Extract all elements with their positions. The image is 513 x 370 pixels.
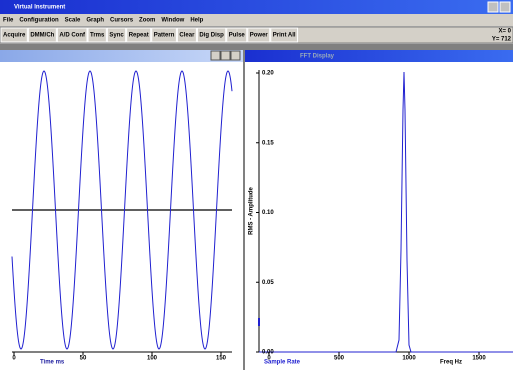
toolbar-button[interactable] <box>106 27 127 43</box>
menu-item[interactable]: File <box>3 18 14 24</box>
toolbar-button[interactable] <box>126 27 152 43</box>
x-tick-label: 1000 <box>402 356 416 362</box>
divider <box>243 50 245 370</box>
toolbar-label[interactable]: Power <box>250 33 269 39</box>
toolbar-label[interactable]: Pattern <box>154 33 175 39</box>
x-label: Freq Hz <box>440 360 462 366</box>
menu-item[interactable]: Cursors <box>110 18 134 24</box>
toolbar-label[interactable]: Repeat <box>129 33 149 39</box>
toolbar-button[interactable] <box>247 27 271 43</box>
menu-item[interactable]: Configuration <box>19 18 59 24</box>
x-tick-label: 0 <box>267 356 271 362</box>
menu-bar <box>0 14 513 26</box>
x-tick-label: 500 <box>334 356 345 362</box>
app-titlebar <box>0 0 513 14</box>
menu-item[interactable]: Zoom <box>139 18 155 24</box>
x-tick-label: 100 <box>147 356 158 362</box>
toolbar-label[interactable]: A/D Conf <box>59 33 86 39</box>
readout-y: Y= 712 <box>492 37 512 43</box>
max-button[interactable] <box>220 50 231 61</box>
toolbar-button[interactable] <box>176 27 197 43</box>
toolbar-label[interactable]: DMM/Ch <box>30 33 54 39</box>
close-button[interactable] <box>230 50 241 61</box>
toolbar-label[interactable]: Acquire <box>3 33 26 39</box>
y-tick-label: 0.10 <box>262 210 274 216</box>
status: Sample Rate <box>264 360 301 366</box>
toolbar-button[interactable] <box>196 27 227 43</box>
menu-item[interactable]: Graph <box>86 18 104 24</box>
menu-item[interactable]: Window <box>161 18 184 24</box>
readout-x: X= 0 <box>498 29 511 35</box>
min-button[interactable] <box>210 50 221 61</box>
toolbar-button[interactable] <box>270 27 299 43</box>
right-plot <box>245 62 513 370</box>
toolbar-button[interactable] <box>27 27 57 43</box>
y-tick-label: 0.00 <box>262 350 274 356</box>
toolbar-button[interactable] <box>151 27 177 43</box>
toolbar-label[interactable]: Sync <box>109 33 124 39</box>
menu-item[interactable]: Scale <box>65 18 81 24</box>
toolbar-label[interactable]: Clear <box>179 33 195 39</box>
maximize-button[interactable] <box>499 1 511 13</box>
toolbar-button[interactable] <box>87 27 107 43</box>
x-tick-label: 150 <box>216 356 227 362</box>
right-title: FFT Display <box>300 54 335 60</box>
y-tick-label: 0.15 <box>262 140 274 146</box>
menu-item[interactable]: Help <box>190 18 203 24</box>
toolbar-label[interactable]: Print All <box>273 33 296 39</box>
workspace <box>0 44 513 50</box>
x-tick-label: 1500 <box>472 356 486 362</box>
minimize-button[interactable] <box>487 1 499 13</box>
y-label: RMS - Amplitude <box>249 186 255 234</box>
x-label: Time ms <box>40 360 65 366</box>
left-titlebar <box>0 50 243 62</box>
toolbar-button[interactable] <box>0 27 28 43</box>
waveform <box>11 70 233 350</box>
left-plot <box>0 62 243 370</box>
toolbar-button[interactable] <box>56 27 88 43</box>
y-tick-label: 0.20 <box>262 71 274 77</box>
toolbar-label[interactable]: Pulse <box>229 33 246 39</box>
toolbar-button[interactable] <box>226 27 248 43</box>
right-titlebar <box>245 50 513 62</box>
spectrum <box>259 71 513 353</box>
app-title: Virtual Instrument <box>14 5 65 11</box>
x-tick-label: 50 <box>80 356 87 362</box>
toolbar-label[interactable]: Trms <box>90 33 105 39</box>
y-tick-label: 0.05 <box>262 280 274 286</box>
toolbar-label[interactable]: Dig Disp <box>199 33 224 39</box>
x-tick-label: 0 <box>12 356 16 362</box>
